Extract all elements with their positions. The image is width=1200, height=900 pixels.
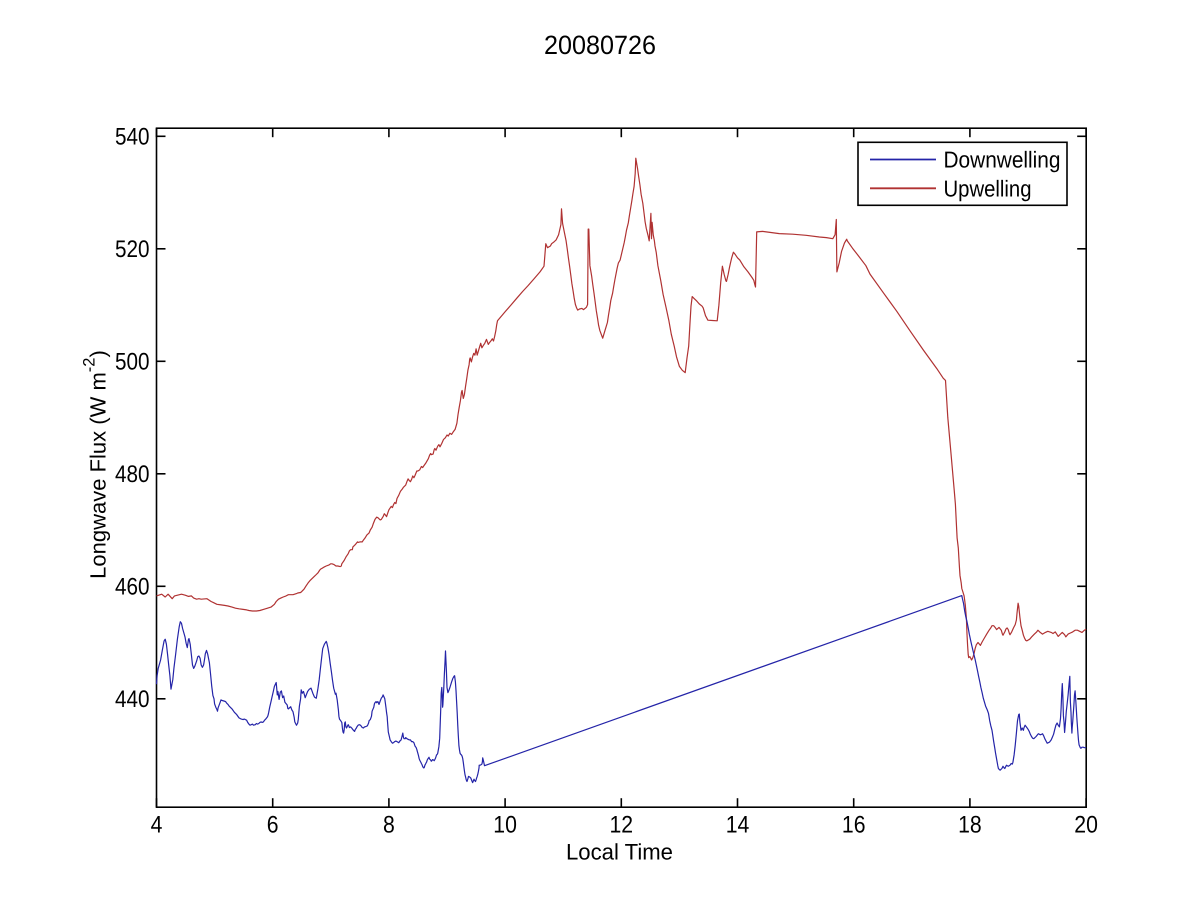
svg-text:6: 6 xyxy=(267,812,279,839)
svg-text:540: 540 xyxy=(115,124,150,151)
svg-text:20: 20 xyxy=(1074,812,1098,839)
svg-text:Downwelling: Downwelling xyxy=(944,147,1061,173)
svg-text:460: 460 xyxy=(115,574,150,601)
svg-text:4: 4 xyxy=(151,812,163,839)
svg-text:8: 8 xyxy=(383,812,395,839)
svg-text:12: 12 xyxy=(610,812,634,839)
svg-text:10: 10 xyxy=(493,812,517,839)
svg-text:480: 480 xyxy=(115,461,150,488)
svg-text:Local Time: Local Time xyxy=(566,839,673,864)
svg-text:440: 440 xyxy=(115,686,150,713)
svg-text:16: 16 xyxy=(842,812,866,839)
svg-text:18: 18 xyxy=(958,812,982,839)
svg-text:20080726: 20080726 xyxy=(544,30,656,60)
svg-text:500: 500 xyxy=(115,349,150,376)
svg-text:Longwave Flux (W m-2): Longwave Flux (W m-2) xyxy=(81,350,111,579)
svg-text:Upwelling: Upwelling xyxy=(944,175,1032,201)
svg-text:14: 14 xyxy=(726,812,750,839)
svg-text:520: 520 xyxy=(115,236,150,263)
